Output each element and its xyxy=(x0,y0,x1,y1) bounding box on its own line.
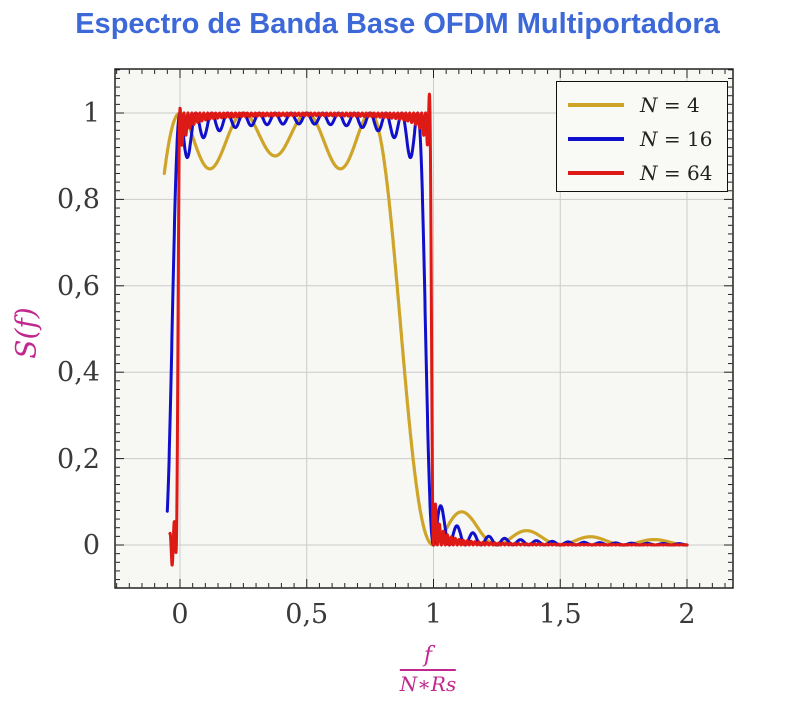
x-tick-label: 0 xyxy=(171,599,189,630)
curve-n-4 xyxy=(162,111,689,547)
curve-n-64 xyxy=(168,92,689,567)
x-tick-label: 0,5 xyxy=(285,599,329,630)
legend-line-swatch-n64 xyxy=(568,171,624,175)
legend-line-swatch-n16 xyxy=(568,137,624,141)
y-axis-label: S(f) xyxy=(9,307,43,359)
y-tick-label: 0,2 xyxy=(57,443,100,475)
legend-label-n64: N = 64 xyxy=(640,161,713,185)
y-tick-label: 0,8 xyxy=(57,184,100,216)
legend-label-n4: N = 4 xyxy=(640,93,700,117)
y-tick-label: 0,4 xyxy=(57,357,100,389)
legend-label-n16: N = 16 xyxy=(640,127,713,151)
curve-n-16 xyxy=(165,111,689,547)
y-tick-label: 0 xyxy=(82,530,100,561)
y-tick-label: 0,6 xyxy=(57,270,100,302)
x-tick-label: 1 xyxy=(424,599,443,630)
legend: N = 4 N = 16 N = 64 xyxy=(556,81,728,192)
x-tick-label: 2 xyxy=(678,599,696,630)
legend-line-swatch-n4 xyxy=(568,103,624,107)
x-axis-label-denominator: N∗Rs xyxy=(399,672,457,697)
x-tick-label: 1,5 xyxy=(538,599,582,630)
x-axis-label-numerator: f xyxy=(399,643,457,672)
x-axis-label-fraction: f N∗Rs xyxy=(399,643,457,697)
y-tick-label: 1 xyxy=(82,98,100,129)
page-title: Espectro de Banda Base OFDM Multiportado… xyxy=(75,8,720,40)
legend-item-n64: N = 64 xyxy=(557,156,727,190)
legend-item-n16: N = 16 xyxy=(557,122,727,156)
legend-item-n4: N = 4 xyxy=(557,88,727,122)
plot-frame xyxy=(114,68,734,589)
